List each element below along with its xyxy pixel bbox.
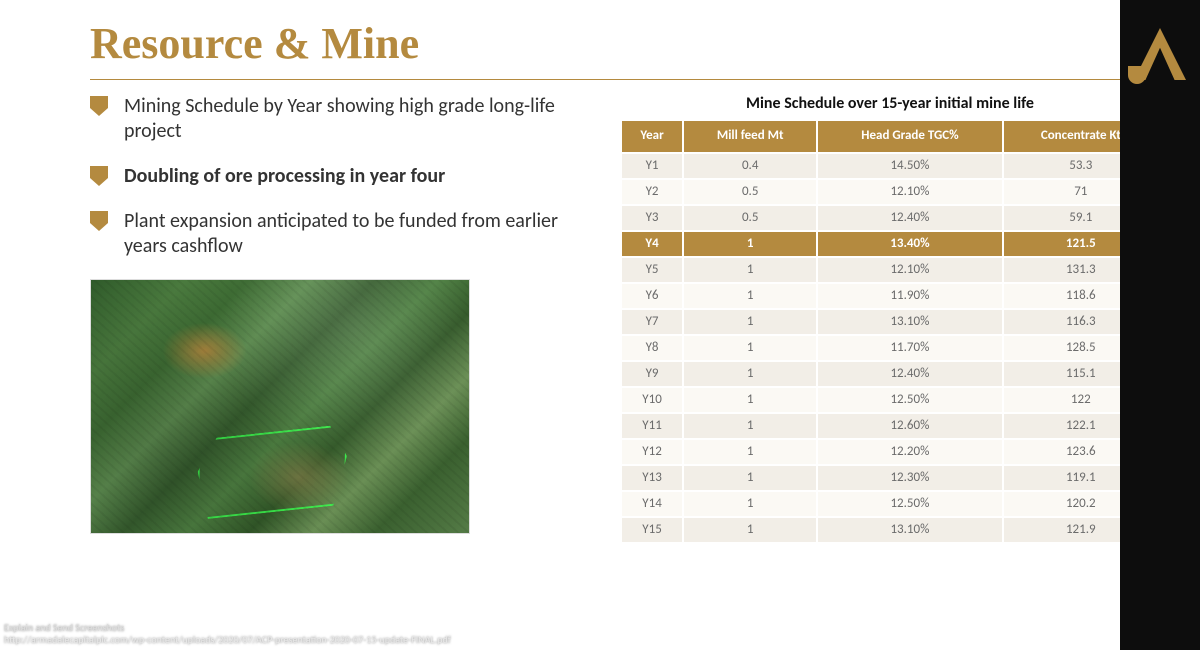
bullet-list: Mining Schedule by Year showing high gra…: [90, 94, 590, 259]
table-cell: 12.10%: [817, 179, 1002, 205]
table-row: Y11112.60%122.1: [621, 413, 1159, 439]
table-cell: Y2: [621, 179, 683, 205]
table-cell: 13.10%: [817, 309, 1002, 335]
table-cell: 12.40%: [817, 361, 1002, 387]
table-cell: Y9: [621, 361, 683, 387]
table-row: Y10.414.50%53.3: [621, 153, 1159, 179]
table-row: Y10112.50%122: [621, 387, 1159, 413]
table-cell: 1: [683, 491, 817, 517]
table-row: Y13112.30%119.1: [621, 465, 1159, 491]
table-cell: Y4: [621, 231, 683, 257]
pit-outline-icon: [196, 424, 348, 520]
table-cell: Y7: [621, 309, 683, 335]
table-cell: 0.4: [683, 153, 817, 179]
table-cell: Y5: [621, 257, 683, 283]
table-cell: 13.40%: [817, 231, 1002, 257]
table-row: Y8111.70%128.5: [621, 335, 1159, 361]
table-row: Y9112.40%115.1: [621, 361, 1159, 387]
table-cell: Y6: [621, 283, 683, 309]
table-cell: 12.40%: [817, 205, 1002, 231]
table-cell: 1: [683, 309, 817, 335]
left-column: Mining Schedule by Year showing high gra…: [90, 94, 590, 544]
content-row: Mining Schedule by Year showing high gra…: [90, 94, 1160, 544]
table-cell: Y1: [621, 153, 683, 179]
col-headgrade: Head Grade TGC%: [817, 120, 1002, 153]
table-cell: 11.90%: [817, 283, 1002, 309]
table-cell: 12.20%: [817, 439, 1002, 465]
table-cell: Y8: [621, 335, 683, 361]
table-cell: 1: [683, 231, 817, 257]
table-cell: 11.70%: [817, 335, 1002, 361]
table-cell: 12.50%: [817, 387, 1002, 413]
table-cell: 1: [683, 517, 817, 543]
terrain-render-image: [90, 279, 470, 534]
table-cell: 0.5: [683, 179, 817, 205]
table-header: Year Mill feed Mt Head Grade TGC% Concen…: [621, 120, 1159, 153]
footer-line2: http://armadalecapitalplc.com/wp-content…: [4, 634, 451, 646]
table-row: Y7113.10%116.3: [621, 309, 1159, 335]
table-row: Y4113.40%121.5: [621, 231, 1159, 257]
table-cell: 0.5: [683, 205, 817, 231]
table-cell: Y12: [621, 439, 683, 465]
slide-title: Resource & Mine: [90, 18, 1160, 69]
col-year: Year: [621, 120, 683, 153]
bullet-item: Doubling of ore processing in year four: [90, 164, 590, 189]
table-cell: 12.60%: [817, 413, 1002, 439]
table-cell: 12.30%: [817, 465, 1002, 491]
table-cell: Y14: [621, 491, 683, 517]
company-logo-icon: [1134, 28, 1186, 80]
table-cell: Y15: [621, 517, 683, 543]
table-cell: 12.10%: [817, 257, 1002, 283]
bullet-item: Mining Schedule by Year showing high gra…: [90, 94, 590, 144]
table-cell: Y13: [621, 465, 683, 491]
table-cell: 14.50%: [817, 153, 1002, 179]
table-cell: 1: [683, 257, 817, 283]
table-cell: 1: [683, 439, 817, 465]
table-row: Y6111.90%118.6: [621, 283, 1159, 309]
mine-schedule-table: Year Mill feed Mt Head Grade TGC% Concen…: [620, 119, 1160, 544]
table-cell: Y11: [621, 413, 683, 439]
table-cell: Y10: [621, 387, 683, 413]
bullet-item: Plant expansion anticipated to be funded…: [90, 209, 590, 259]
table-title: Mine Schedule over 15-year initial mine …: [620, 94, 1160, 113]
table-row: Y14112.50%120.2: [621, 491, 1159, 517]
col-millfeed: Mill feed Mt: [683, 120, 817, 153]
footer-watermark: Explain and Send Screenshots http://arma…: [4, 622, 451, 646]
table-cell: 1: [683, 335, 817, 361]
table-row: Y5112.10%131.3: [621, 257, 1159, 283]
table-row: Y30.512.40%59.1: [621, 205, 1159, 231]
table-cell: 12.50%: [817, 491, 1002, 517]
table-cell: 1: [683, 465, 817, 491]
table-cell: 1: [683, 361, 817, 387]
table-cell: Y3: [621, 205, 683, 231]
slide: Resource & Mine Mining Schedule by Year …: [0, 0, 1200, 650]
table-body: Y10.414.50%53.3Y20.512.10%71Y30.512.40%5…: [621, 153, 1159, 543]
table-row: Y15113.10%121.9: [621, 517, 1159, 543]
table-cell: 1: [683, 387, 817, 413]
right-column: Mine Schedule over 15-year initial mine …: [620, 94, 1160, 544]
table-cell: 1: [683, 283, 817, 309]
title-rule: [90, 79, 1160, 80]
brand-corner: [1120, 0, 1200, 650]
table-row: Y20.512.10%71: [621, 179, 1159, 205]
table-cell: 13.10%: [817, 517, 1002, 543]
table-row: Y12112.20%123.6: [621, 439, 1159, 465]
table-cell: 1: [683, 413, 817, 439]
